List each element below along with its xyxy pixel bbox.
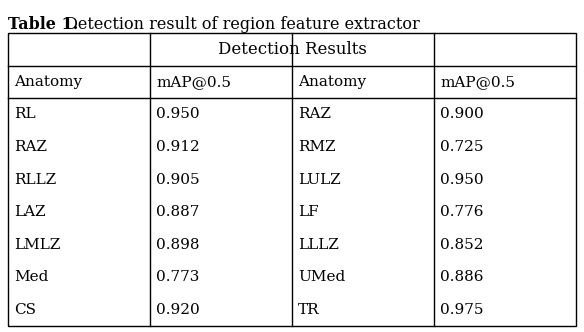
Text: Detection result of region feature extractor: Detection result of region feature extra…	[60, 16, 420, 33]
Text: 0.900: 0.900	[440, 107, 484, 122]
Text: RAZ: RAZ	[298, 107, 331, 122]
Text: mAP@0.5: mAP@0.5	[440, 75, 515, 89]
Text: 0.898: 0.898	[156, 238, 200, 252]
Text: 0.905: 0.905	[156, 173, 200, 187]
Text: 0.920: 0.920	[156, 303, 200, 317]
Text: 0.725: 0.725	[440, 140, 484, 154]
Text: Table 1.: Table 1.	[8, 16, 78, 33]
Text: Anatomy: Anatomy	[14, 75, 82, 89]
Text: LF: LF	[298, 205, 319, 219]
Text: Med: Med	[14, 270, 48, 284]
Text: 0.950: 0.950	[156, 107, 200, 122]
Text: LLLZ: LLLZ	[298, 238, 339, 252]
Text: CS: CS	[14, 303, 36, 317]
Text: LULZ: LULZ	[298, 173, 340, 187]
Text: RMZ: RMZ	[298, 140, 336, 154]
Text: 0.776: 0.776	[440, 205, 484, 219]
Text: Detection Results: Detection Results	[218, 41, 366, 58]
Text: 0.912: 0.912	[156, 140, 200, 154]
Text: Anatomy: Anatomy	[298, 75, 366, 89]
Text: RL: RL	[14, 107, 36, 122]
Text: LAZ: LAZ	[14, 205, 46, 219]
Text: 0.887: 0.887	[156, 205, 199, 219]
Text: 0.975: 0.975	[440, 303, 484, 317]
Text: UMed: UMed	[298, 270, 345, 284]
Text: 0.773: 0.773	[156, 270, 199, 284]
Text: 0.950: 0.950	[440, 173, 484, 187]
Text: LMLZ: LMLZ	[14, 238, 60, 252]
Text: 0.886: 0.886	[440, 270, 484, 284]
Text: TR: TR	[298, 303, 319, 317]
Text: mAP@0.5: mAP@0.5	[156, 75, 231, 89]
Text: RLLZ: RLLZ	[14, 173, 56, 187]
Text: 0.852: 0.852	[440, 238, 484, 252]
Bar	[8, 33, 576, 326]
Text: RAZ: RAZ	[14, 140, 47, 154]
